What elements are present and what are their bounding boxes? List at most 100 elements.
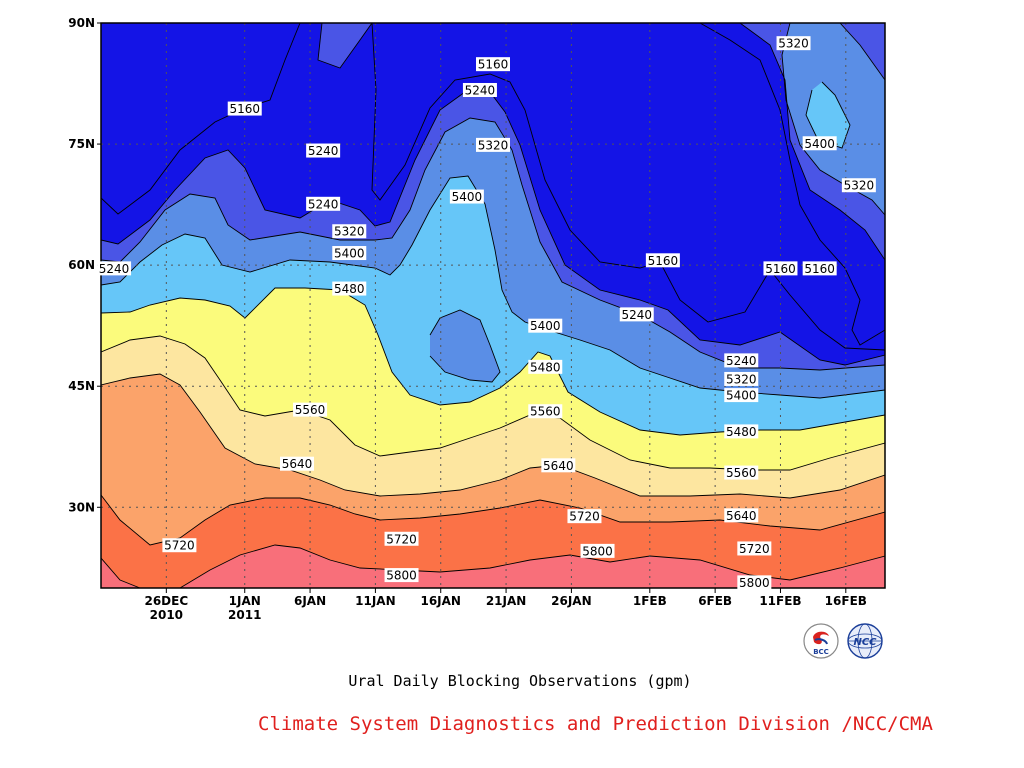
contour-label: 5800 xyxy=(386,569,417,583)
contour-5400 xyxy=(101,175,885,399)
contour-label-bg xyxy=(306,143,341,158)
contour-label: 5160 xyxy=(648,254,679,268)
contour-label: 5320 xyxy=(478,138,509,152)
x-tick-label-year: 2011 xyxy=(228,608,261,622)
x-tick-label: 26JAN xyxy=(551,594,592,608)
x-tick-label: 6JAN xyxy=(294,594,326,608)
contour-label: 5240 xyxy=(99,262,130,276)
contour-label: 5800 xyxy=(582,544,613,558)
contour-label: 5560 xyxy=(530,405,561,419)
y-tick-label: 90N xyxy=(68,16,95,30)
y-tick-label: 60N xyxy=(68,258,95,272)
contour-closed-1 xyxy=(739,23,885,261)
contour-label: 5400 xyxy=(334,247,365,261)
contour-label-bg xyxy=(476,57,510,72)
contour-label: 5240 xyxy=(308,144,339,158)
contour-label: 5400 xyxy=(726,389,757,403)
contour-label-bg xyxy=(841,178,876,193)
contour-5640 xyxy=(101,373,885,499)
y-tick-label: 30N xyxy=(68,500,95,514)
contour-5560 xyxy=(101,335,885,471)
contour-label: 5720 xyxy=(739,542,770,556)
band-lobe-5400 xyxy=(430,310,500,382)
contour-label-bg xyxy=(293,402,328,417)
contour-label: 5320 xyxy=(844,179,875,193)
contour-label: 5400 xyxy=(804,137,835,151)
x-tick-label: 16FEB xyxy=(825,594,867,608)
contour-label-bg xyxy=(476,137,510,152)
contour-label-bg xyxy=(280,456,314,471)
contour-5160b xyxy=(371,23,885,351)
contour-label-bg xyxy=(763,261,798,276)
contour-5160 xyxy=(101,23,301,215)
contour-label-bg xyxy=(162,538,197,553)
contour-label: 5480 xyxy=(334,282,365,296)
plot-frame xyxy=(100,22,886,589)
contour-label-bg xyxy=(802,261,837,276)
band-tongue-5240 xyxy=(318,23,372,68)
chart-title: Ural Daily Blocking Observations (gpm) xyxy=(348,672,692,690)
contour-5240 xyxy=(101,91,885,366)
contour-label-bg xyxy=(332,281,367,296)
contour-label-bg xyxy=(619,307,654,322)
contour-label-bg xyxy=(724,465,759,480)
y-tick-label: 45N xyxy=(68,379,95,393)
contour-5720 xyxy=(101,494,885,546)
x-tick-label: 1JAN xyxy=(229,594,261,608)
contour-5800 xyxy=(101,544,885,588)
bcc-logo: BCC xyxy=(803,623,839,659)
contour-label: 5640 xyxy=(726,509,757,523)
x-tick-label: 21JAN xyxy=(486,594,527,608)
contour-label-bg xyxy=(462,82,497,97)
contour-label: 5640 xyxy=(282,457,313,471)
contour-label-bg xyxy=(332,246,367,261)
band-cap-5400 xyxy=(806,82,850,148)
contour-5480 xyxy=(101,287,885,436)
contour-label-bg xyxy=(580,543,615,558)
contour-label-bg xyxy=(724,353,759,368)
contour-label: 5160 xyxy=(804,262,835,276)
contour-label: 5720 xyxy=(569,510,600,524)
contour-label-bg xyxy=(449,189,484,204)
contour-label-bg xyxy=(737,541,772,556)
x-tick-label: 26DEC xyxy=(144,594,188,608)
contour-label: 5320 xyxy=(334,225,365,239)
ncc-logo: NCC xyxy=(847,623,883,659)
contour-closed-4 xyxy=(317,23,373,69)
x-tick-label: 11FEB xyxy=(759,594,801,608)
contour-label: 5720 xyxy=(386,532,417,546)
contour-label-bg xyxy=(306,196,341,211)
ncc-logo-text: NCC xyxy=(853,637,877,648)
contour-label: 5240 xyxy=(465,83,496,97)
contour-closed-5 xyxy=(429,309,501,383)
contour-label: 5640 xyxy=(543,459,574,473)
contour-label: 5320 xyxy=(726,372,757,386)
contour-closed-3 xyxy=(805,81,851,149)
contour-label: 5240 xyxy=(621,308,652,322)
contour-label-bg xyxy=(737,575,772,590)
contour-closed-0 xyxy=(699,23,885,346)
contour-label-bg xyxy=(724,388,759,403)
band-5800 xyxy=(101,545,885,588)
contour-label: 5400 xyxy=(452,190,483,204)
contour-label: 5160 xyxy=(765,262,796,276)
contour-label-bg xyxy=(645,253,680,268)
contour-label-bg xyxy=(567,509,602,524)
contour-label-bg xyxy=(227,101,262,116)
contour-label-bg xyxy=(384,568,419,583)
contour-lines xyxy=(101,23,885,588)
contour-label: 5480 xyxy=(530,360,561,374)
x-tick-label-year: 2010 xyxy=(150,608,183,622)
contour-label-bg xyxy=(724,371,759,386)
contour-5320 xyxy=(101,117,885,371)
x-tick-label: 16JAN xyxy=(420,594,461,608)
y-tick-label: 75N xyxy=(68,137,95,151)
contour-label: 5560 xyxy=(726,466,757,480)
contour-label-bg xyxy=(384,531,419,546)
contour-label-bg xyxy=(776,36,811,51)
contour-label: 5560 xyxy=(295,403,326,417)
contour-label: 5240 xyxy=(308,197,339,211)
contour-label: 5400 xyxy=(530,319,561,333)
